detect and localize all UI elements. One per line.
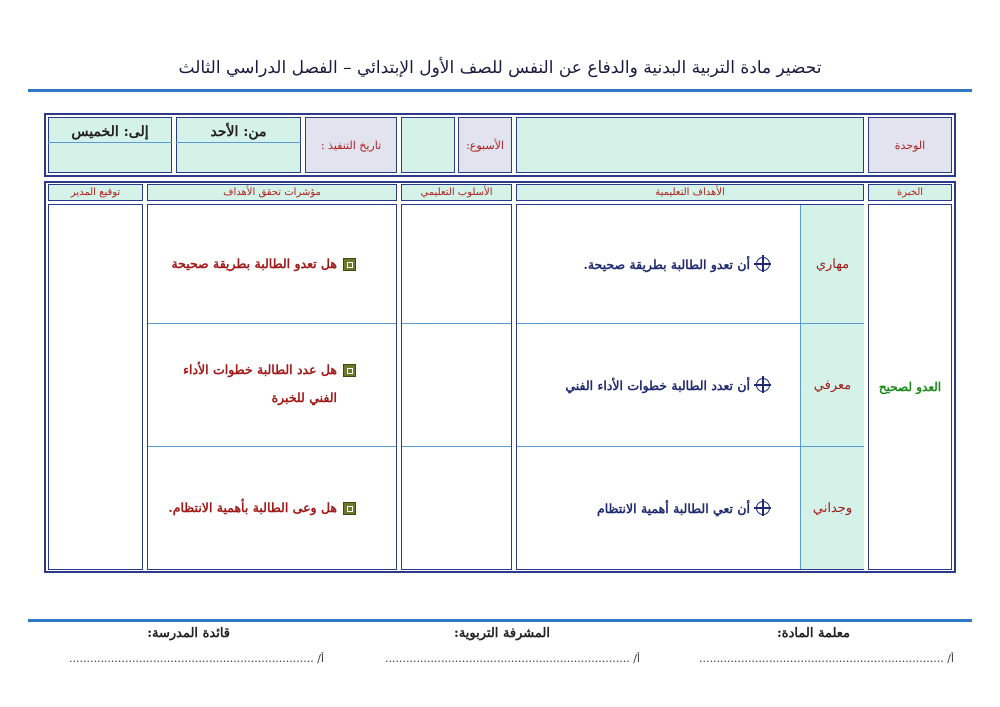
unit-field[interactable] bbox=[516, 117, 864, 173]
week-field[interactable] bbox=[401, 117, 455, 173]
crosshair-icon bbox=[754, 376, 771, 393]
week-label: الأسبوع: bbox=[458, 117, 512, 173]
teacher-label: معلمة المادة: bbox=[777, 626, 850, 641]
objective-type: وجداني bbox=[800, 447, 864, 569]
bullet-icon bbox=[343, 257, 356, 271]
indicators-column bbox=[147, 204, 397, 570]
divider bbox=[176, 142, 301, 143]
bullet-icon bbox=[343, 501, 356, 515]
teacher-signature-line[interactable]: أ/ .....................................… bbox=[698, 652, 954, 665]
divider bbox=[48, 142, 172, 143]
date-label: تاريخ التنفيذ : bbox=[305, 117, 397, 173]
objective-text: أن تعدو الطالبة بطريقة صحيحة. bbox=[583, 256, 750, 272]
header-signature: توقيع المدير bbox=[48, 184, 143, 201]
page-title: تحضير مادة التربية البدنية والدفاع عن ال… bbox=[178, 58, 822, 78]
signature-column[interactable] bbox=[48, 204, 143, 570]
objective: أن تعي الطالبة أهمية الانتظام bbox=[517, 447, 800, 569]
objective: أن تعدد الطالبة خطوات الأداء الفني bbox=[517, 324, 800, 446]
indicator-text: هل تعدو الطالبة بطريقة صحيحة bbox=[171, 256, 337, 271]
indicator-text: هل عدد الطالبة خطوات الأداء الفني للخبرة bbox=[183, 362, 337, 405]
row-divider bbox=[148, 323, 396, 324]
objective-type: معرفي bbox=[800, 324, 864, 446]
supervisor-label: المشرفة التربوية: bbox=[454, 626, 550, 641]
method-column[interactable] bbox=[401, 204, 512, 570]
from-day[interactable]: من: الأحد bbox=[176, 117, 301, 173]
header-method: الأسلوب التعليمي bbox=[401, 184, 512, 201]
row-divider bbox=[517, 446, 864, 447]
header-experience: الخبرة bbox=[868, 184, 952, 201]
indicator-text: هل وعى الطالبة بأهمية الانتظام. bbox=[168, 500, 337, 515]
principal-signature-line[interactable]: أ/ .....................................… bbox=[68, 652, 324, 665]
supervisor-signature-line[interactable]: أ/ .....................................… bbox=[384, 652, 640, 665]
objective-type: مهاري bbox=[800, 205, 864, 323]
bullet-icon bbox=[343, 364, 356, 377]
indicator: هل عدد الطالبة خطوات الأداء الفني للخبرة bbox=[148, 324, 396, 446]
unit-label: الوحدة bbox=[868, 117, 952, 173]
objective-text: أن تعدد الطالبة خطوات الأداء الفني bbox=[565, 377, 750, 393]
indicator: هل تعدو الطالبة بطريقة صحيحة bbox=[148, 205, 396, 323]
indicator: هل وعى الطالبة بأهمية الانتظام. bbox=[148, 447, 396, 569]
row-divider bbox=[402, 323, 511, 324]
crosshair-icon bbox=[754, 499, 771, 516]
objective: أن تعدو الطالبة بطريقة صحيحة. bbox=[517, 205, 800, 323]
footer-rule bbox=[28, 619, 972, 622]
header-indicators: مؤشرات تحقق الأهداف bbox=[147, 184, 397, 201]
to-day[interactable]: إلى: الخميس bbox=[48, 117, 172, 173]
experience-cell: العدو لصحيح bbox=[868, 204, 952, 570]
row-divider bbox=[402, 446, 511, 447]
row-divider bbox=[517, 323, 864, 324]
crosshair-icon bbox=[754, 255, 771, 272]
header-objectives: الأهداف التعليمية bbox=[516, 184, 864, 201]
header-rule bbox=[28, 89, 972, 92]
principal-label: قائدة المدرسة: bbox=[147, 626, 230, 641]
objective-text: أن تعي الطالبة أهمية الانتظام bbox=[596, 500, 750, 516]
row-divider bbox=[148, 446, 396, 447]
